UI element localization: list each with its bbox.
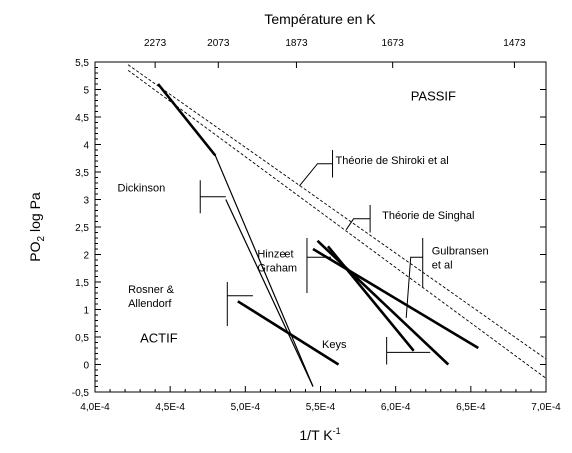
y-tick-label: 4,5: [75, 113, 89, 124]
x-axis-title-main: 1/T K: [299, 427, 333, 443]
annotation-label: Théorie de Shiroki et al: [336, 155, 449, 167]
annotation-leader: [405, 256, 423, 318]
annotation-label: Théorie de Singhal: [382, 210, 474, 222]
annotation-label: Rosner & Allendorf: [128, 284, 175, 310]
series-line-6: [312, 247, 479, 350]
y-tick-label: 3,5: [75, 168, 89, 179]
x-tick-label: 6,5E-4: [456, 402, 486, 413]
x-axis-title: 1/T K-1: [299, 426, 340, 443]
series-line-2: [225, 199, 314, 387]
tick-labels: 4,0E-4 4,5E-4 5,0E-4 5,5E-4 6,0E-4 6,5E-4 7,0E…: [72, 38, 561, 413]
annotation-line: et al: [432, 260, 453, 272]
annotation-line: Hinze: [257, 248, 285, 260]
y-tick-label: 0,5: [75, 333, 89, 344]
x-tick-label: 4,5E-4: [155, 402, 185, 413]
top-tick-label: 2073: [207, 38, 230, 49]
x-tick-label: 5,0E-4: [231, 402, 261, 413]
y-tick-label: 4: [83, 141, 89, 152]
y-tick-label: 5,5: [75, 58, 89, 69]
y-axis-title-main: PO: [27, 241, 43, 261]
region-label: ACTIF: [140, 331, 178, 346]
annotation-leader: [299, 163, 333, 187]
series-line-8: [127, 69, 547, 379]
axis-ticks: [94, 61, 547, 393]
top-tick-label: 1673: [382, 38, 405, 49]
annotation-line: Keys: [322, 339, 347, 351]
y-axis-title-rest: log Pa: [27, 192, 43, 236]
annotation-line: Théorie de Shiroki et al: [336, 155, 449, 167]
series-line-0: [157, 83, 314, 387]
y-tick-label: 3: [83, 196, 89, 207]
annotation-line: Théorie de Singhal: [382, 210, 474, 222]
x-tick-label: 4,0E-4: [80, 402, 110, 413]
annotation-line: Allendorf: [128, 298, 172, 310]
y-tick-label: 0: [83, 361, 89, 372]
annotation-label: Keys: [322, 339, 347, 351]
annotation-line: et: [284, 248, 293, 260]
series-line-1: [157, 83, 217, 157]
series-line-3: [237, 300, 340, 366]
y-tick-label: 1,5: [75, 278, 89, 289]
top-tick-label: 1873: [285, 38, 308, 49]
annotation-line: Gulbransen: [432, 246, 489, 258]
y-tick-label: 1: [83, 306, 89, 317]
x-tick-label: 6,0E-4: [381, 402, 411, 413]
region-label: PASSIF: [411, 89, 456, 104]
annotation-line: Dickinson: [118, 182, 166, 194]
y-tick-label: 2,5: [75, 223, 89, 234]
annotation-label: Hinze Graham: [257, 248, 297, 274]
series-layer: [127, 64, 547, 387]
y-axis-title: PO2 log Pa: [27, 192, 47, 262]
top-tick-label: 2273: [144, 38, 167, 49]
annotation-leader: [345, 218, 371, 231]
annotation-label: Gulbransen et al: [432, 246, 489, 272]
x-axis-title-exp: -1: [333, 426, 341, 436]
series-line-7: [127, 64, 547, 360]
annotation-line: Graham: [257, 262, 297, 274]
y-tick-label: 5: [83, 86, 89, 97]
y-axis-title-sub: 2: [36, 235, 47, 241]
x-tick-label: 5,5E-4: [306, 402, 336, 413]
series-line-5: [326, 245, 415, 352]
x-tick-label: 7,0E-4: [531, 402, 561, 413]
top-axis-title: Température en K: [264, 11, 376, 27]
y-tick-label: 2: [83, 251, 89, 262]
annotation-layer: Théorie de Shiroki et al Théorie de Singh…: [118, 150, 489, 365]
top-tick-label: 1473: [503, 38, 526, 49]
annotation-line: Rosner &: [128, 284, 175, 296]
y-tick-label: -0,5: [72, 388, 90, 399]
annotation-label: et: [284, 248, 293, 260]
annotation-label: Dickinson: [118, 182, 166, 194]
